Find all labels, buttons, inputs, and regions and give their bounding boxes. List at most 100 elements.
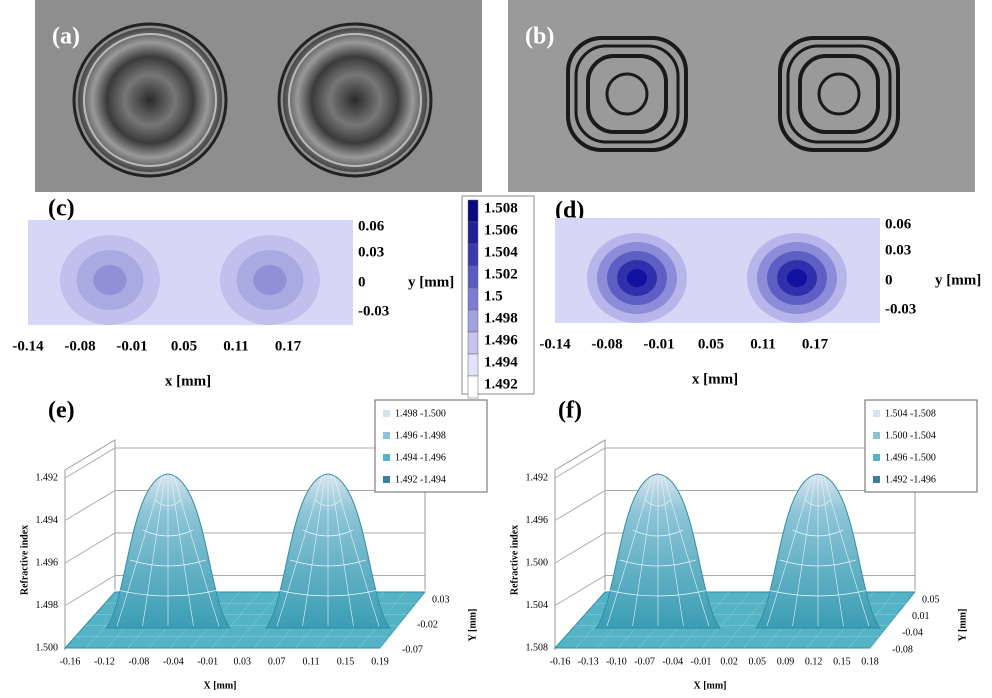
x-tick-label: 0.17	[802, 336, 829, 352]
colorbar-swatch	[468, 222, 478, 244]
x-axis-label: X [mm]	[693, 680, 726, 691]
panel-label: (b)	[525, 24, 554, 50]
panel-label: (e)	[48, 398, 75, 424]
colorbar-tick-label: 1.506	[484, 222, 518, 238]
panel-label: (a)	[52, 24, 80, 50]
x-tick-label: -0.01	[197, 656, 218, 667]
colorbar-swatch	[468, 244, 478, 266]
x-tick-label: 0.07	[268, 656, 286, 667]
z-tick-label: 1.496	[36, 557, 59, 568]
y-tick-label: 0.03	[885, 242, 911, 258]
x-tick-label: -0.08	[128, 656, 149, 667]
z-tick-label: 1.496	[526, 515, 549, 526]
legend-label: 1.500 -1.504	[885, 430, 936, 441]
y-tick-label: -0.04	[902, 628, 923, 639]
grid-line	[555, 533, 915, 563]
z-tick-label: 1.492	[36, 472, 59, 483]
z-axis-label: Refractive index	[19, 525, 30, 595]
z-tick-label: 1.492	[526, 472, 549, 483]
x-tick-label: -0.16	[550, 656, 571, 667]
y-tick-label: 0.06	[358, 218, 385, 234]
x-tick-label: 0.05	[698, 336, 724, 352]
colorbar-swatch	[468, 354, 478, 376]
legend-label: 1.504 -1.508	[885, 408, 936, 419]
grid-line	[65, 448, 425, 478]
z-tick-label: 1.504	[526, 600, 549, 611]
x-axis-label: X [mm]	[203, 680, 236, 691]
image-b	[508, 0, 975, 192]
x-tick-label: 0.17	[275, 338, 302, 354]
legend-swatch	[383, 454, 390, 461]
y-tick-label: 0.05	[922, 594, 940, 605]
figure: (a) (b) (c) (d) (e) (f) 1.5081.5061.5041…	[0, 0, 992, 698]
x-tick-label: -0.12	[94, 656, 115, 667]
x-tick-label: 0.18	[861, 656, 879, 667]
x-tick-label: -0.04	[163, 656, 184, 667]
x-axis-label: x [mm]	[692, 371, 738, 387]
x-tick-label: 0.03	[233, 656, 251, 667]
legend-label: 1.496 -1.498	[395, 430, 446, 441]
y-tick-label: 0	[358, 274, 366, 290]
x-tick-label: 0.05	[171, 338, 197, 354]
colorbar-swatch	[468, 376, 478, 398]
colorbar-tick-label: 1.496	[484, 332, 518, 348]
panel-label: (c)	[48, 196, 75, 222]
contour-level	[253, 265, 286, 295]
z-tick-label: 1.508	[526, 642, 549, 653]
x-tick-label: 0.09	[777, 656, 795, 667]
x-tick-label: -0.07	[634, 656, 655, 667]
x-tick-label: -0.16	[60, 656, 81, 667]
x-tick-label: -0.13	[578, 656, 599, 667]
y-tick-label: -0.08	[892, 644, 913, 655]
legend-label: 1.498 -1.500	[395, 408, 446, 419]
grid-line	[65, 491, 425, 521]
colorbar-swatch	[468, 266, 478, 288]
grid-line	[555, 491, 915, 521]
z-tick-label: 1.500	[526, 557, 549, 568]
grid-line	[555, 448, 915, 478]
x-tick-label: 0.05	[749, 656, 767, 667]
y-tick-label: -0.03	[885, 301, 916, 317]
x-tick-label: -0.04	[662, 656, 683, 667]
x-tick-label: 0.02	[720, 656, 738, 667]
legend-swatch	[383, 432, 390, 439]
x-tick-label: -0.08	[591, 336, 622, 352]
colorbar-tick-label: 1.498	[484, 310, 518, 326]
x-tick-label: -0.01	[690, 656, 711, 667]
x-tick-label: 0.15	[833, 656, 851, 667]
colorbar-swatch	[468, 310, 478, 332]
colorbar-tick-label: 1.5	[484, 288, 503, 304]
legend-label: 1.496 -1.500	[885, 452, 936, 463]
legend-swatch	[873, 432, 880, 439]
legend-swatch	[873, 476, 880, 483]
y-axis-label: Y [mm]	[957, 609, 968, 642]
y-tick-label: 0.03	[432, 594, 450, 605]
x-tick-label: 0.11	[750, 336, 775, 352]
y-axis-label: y [mm]	[408, 274, 454, 290]
x-axis-label: x [mm]	[165, 373, 211, 389]
colorbar-swatch	[468, 288, 478, 310]
y-axis-label: y [mm]	[935, 272, 981, 288]
y-tick-label: 0	[885, 272, 893, 288]
colorbar-swatch	[468, 332, 478, 354]
colorbar-tick-label: 1.508	[484, 200, 518, 216]
y-tick-label: 0.06	[885, 216, 912, 232]
z-tick-label: 1.494	[36, 515, 59, 526]
legend-swatch	[383, 410, 390, 417]
x-tick-label: 0.11	[303, 656, 320, 667]
z-axis-label: Refractive index	[509, 525, 520, 595]
colorbar-swatch	[468, 200, 478, 222]
legend-label: 1.494 -1.496	[395, 452, 446, 463]
colorbar-tick-label: 1.492	[484, 376, 518, 392]
colorbar-tick-label: 1.494	[484, 354, 518, 370]
y-axis-label: Y [mm]	[467, 609, 478, 642]
legend-label: 1.492 -1.494	[395, 474, 446, 485]
legend-label: 1.492 -1.496	[885, 474, 936, 485]
z-tick-label: 1.498	[36, 600, 59, 611]
grid-line	[65, 533, 425, 563]
y-tick-label: -0.07	[402, 644, 423, 655]
x-tick-label: -0.01	[116, 338, 147, 354]
colorbar-tick-label: 1.504	[484, 244, 518, 260]
y-tick-label: -0.03	[358, 303, 389, 319]
x-tick-label: -0.14	[539, 336, 571, 352]
